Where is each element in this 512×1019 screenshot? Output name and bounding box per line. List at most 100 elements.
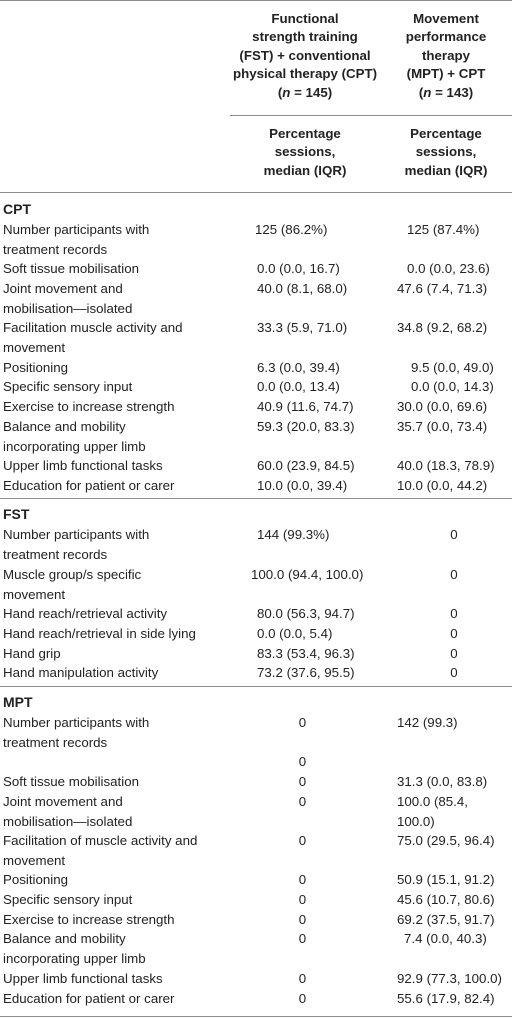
table-cell-mpt: 31.3 (0.0, 83.8): [397, 774, 488, 789]
table-row-label: Hand reach/retrieval in side lying: [3, 624, 196, 644]
table-cell-mpt: 75.0 (29.5, 96.4): [397, 833, 495, 848]
label-line: Hand reach/retrieval in side lying: [3, 626, 196, 641]
table-row-label: Joint movement and mobilisation—isolated: [3, 792, 132, 831]
table-cell-mpt: 0: [450, 626, 458, 641]
table-cell-mpt: 45.6 (10.7, 80.6): [397, 892, 495, 907]
table-cell-fst: 0: [298, 971, 307, 986]
label-line: Hand reach/retrieval activity: [3, 606, 168, 621]
table-cell-fst: 144 (99.3%): [257, 527, 330, 542]
table-cell-mpt: 47.6 (7.4, 71.3): [397, 281, 488, 296]
table-row-label: Number participants with treatment record…: [3, 713, 149, 752]
label-line: Positioning: [3, 360, 69, 375]
table-row-label: Positioning: [3, 870, 68, 890]
table-cell-fst: 0: [298, 892, 307, 907]
table-cell-fst: 0: [298, 931, 307, 946]
label-line: Hand manipulation activity: [3, 665, 159, 680]
label-line: Soft tissue mobilisation: [3, 261, 139, 276]
table-row-label: Facilitation muscle activity and movement: [3, 318, 183, 357]
label-line: Joint movement and: [3, 794, 123, 809]
table-cell-fst: 0: [298, 872, 307, 887]
table-row-label: Positioning: [3, 358, 68, 378]
label-line: Number participants with: [3, 715, 150, 730]
section-title-cpt: CPT: [3, 201, 31, 217]
n-prefix: (: [277, 84, 283, 100]
label-line: Specific sensory input: [3, 379, 133, 394]
table-row-label: Exercise to increase strength: [3, 397, 174, 417]
table-row-label: Number participants with treatment record…: [3, 525, 149, 564]
table-cell-mpt: 55.6 (17.9, 82.4): [397, 991, 495, 1006]
table-cell-fst: 80.0 (56.3, 94.7): [257, 606, 355, 621]
table-cell-fst: 0: [298, 912, 307, 927]
section-title-mpt: MPT: [3, 694, 33, 710]
table-cell-fst: 0.0 (0.0, 5.4): [257, 626, 333, 641]
label-line: incorporating upper limb: [3, 950, 146, 966]
n-var: n: [282, 84, 291, 100]
label-line: Number participants with: [3, 222, 150, 237]
column-header-mpt-line1: Movement: [413, 11, 479, 26]
label-line: Positioning: [3, 872, 69, 887]
table-cell-fst: 0.0 (0.0, 13.4): [257, 379, 340, 394]
table-cell-mpt: 0: [450, 646, 458, 661]
table-cell-fst: 59.3 (20.0, 83.3): [257, 419, 355, 434]
label-line: Upper limb functional tasks: [3, 458, 163, 473]
label-line: movement: [3, 339, 66, 355]
subheader-fst-line1: Percentage: [269, 126, 341, 141]
top-rule: [0, 0, 512, 1]
table-cell-mpt: 92.9 (77.3, 100.0): [397, 971, 502, 986]
table-cell-mpt: 0: [450, 665, 458, 680]
label-line: Hand grip: [3, 646, 61, 661]
table-cell-fst: 0.0 (0.0, 16.7): [257, 261, 340, 276]
n-var: n: [423, 84, 432, 100]
label-line: Number participants with: [3, 527, 150, 542]
subheader-mpt: Percentage sessions, median (IQR): [380, 125, 512, 180]
label-line: treatment records: [3, 241, 108, 257]
table-cell-mpt: 35.7 (0.0, 73.4): [397, 419, 488, 434]
section-rule: [0, 686, 512, 687]
table-cell-fst: 0: [298, 794, 307, 809]
table-cell-mpt: 100.0 (85.4, 100.0): [397, 792, 468, 831]
table-cell-fst: 83.3 (53.4, 96.3): [257, 646, 355, 661]
label-line: Upper limb functional tasks: [3, 971, 163, 986]
column-header-mpt: Movement performance therapy (MPT) + CPT…: [380, 10, 512, 102]
table-row-label: Hand reach/retrieval activity: [3, 604, 167, 624]
table-cell-fst: 0: [298, 833, 307, 848]
table-cell-mpt: 50.9 (15.1, 91.2): [397, 872, 495, 887]
subheader-fst: Percentage sessions, median (IQR): [230, 125, 380, 180]
table-cell-fst: 125 (86.2%): [255, 222, 328, 237]
table-row-label: Upper limb functional tasks: [3, 969, 163, 989]
column-header-mpt-line2: performance: [405, 29, 487, 45]
table-cell-mpt: 30.0 (0.0, 69.6): [397, 399, 488, 414]
n-prefix: (: [418, 84, 424, 100]
column-header-fst-line2: strength training: [252, 29, 358, 45]
table-cell-mpt: 0: [450, 527, 458, 542]
label-line: Exercise to increase strength: [3, 399, 175, 414]
table-row-label: Hand manipulation activity: [3, 663, 158, 683]
table-cell-mpt: 0.0 (0.0, 14.3): [411, 379, 494, 394]
label-line: Muscle group/s specific: [3, 567, 142, 582]
label-line: Specific sensory input: [3, 892, 133, 907]
column-header-fst-line1: Functional: [271, 11, 339, 26]
column-header-mpt-line4: (MPT) + CPT: [406, 66, 486, 82]
table-cell-fst: 73.2 (37.6, 95.5): [257, 665, 355, 680]
table-row-label: Muscle group/s specific movement: [3, 565, 141, 604]
table-row-label: Joint movement and mobilisation—isolated: [3, 279, 132, 318]
table-row-label: Hand grip: [3, 644, 61, 664]
table-cell-fst: 33.3 (5.9, 71.0): [257, 320, 348, 335]
table-cell-mpt: 0.0 (0.0, 23.6): [407, 261, 490, 276]
table-row-label: Number participants with treatment record…: [3, 220, 149, 259]
subheader-rule: [230, 115, 512, 116]
subheader-mpt-line1: Percentage: [410, 126, 482, 141]
table-row-label: Soft tissue mobilisation: [3, 259, 139, 279]
label-line: Education for patient or carer: [3, 991, 175, 1006]
table-row-label: Balance and mobility incorporating upper …: [3, 417, 146, 456]
label-line: mobilisation—isolated: [3, 813, 133, 829]
table-row-label: Facilitation of muscle activity and movem…: [3, 831, 197, 870]
table-cell-fst: 40.9 (11.6, 74.7): [257, 399, 354, 414]
table-cell-mpt: 0: [450, 606, 458, 621]
table-cell-fst: 40.0 (8.1, 68.0): [257, 281, 348, 296]
label-line: movement: [3, 586, 66, 602]
column-header-fst-n: (n = 145): [230, 84, 380, 102]
subheader-fst-line2: sessions,: [274, 144, 336, 160]
table-cell-fst: 0: [298, 991, 307, 1006]
section-rule: [0, 498, 512, 499]
